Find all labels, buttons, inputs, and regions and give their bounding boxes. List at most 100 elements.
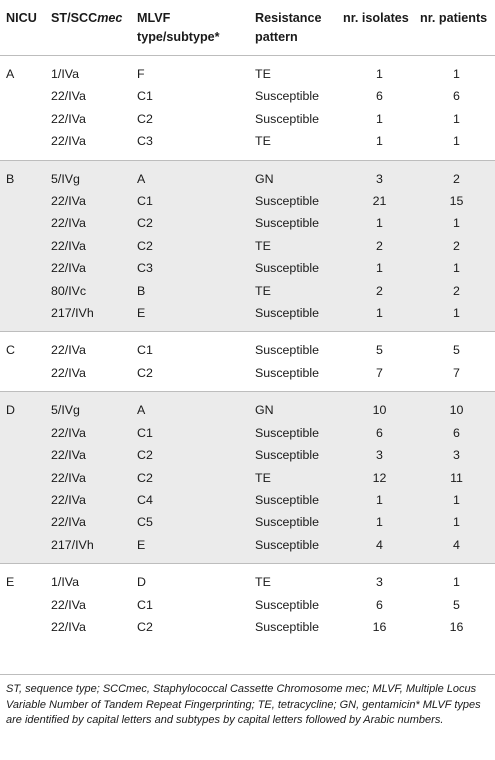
cell-resistance: Susceptible: [249, 533, 341, 564]
header-mlvf: MLVF type/subtype*: [137, 11, 220, 44]
header-st-sccmec: ST/SCCmec: [51, 11, 123, 25]
cell-st: 217/IVh: [45, 302, 131, 332]
cell-patients: 6: [418, 85, 495, 108]
table-row: 22/IVa C2 TE 12 11: [0, 466, 495, 489]
cell-nicu: [0, 302, 45, 332]
cell-st: 22/IVa: [45, 107, 131, 131]
cell-nicu: [0, 466, 45, 489]
cell-nicu: [0, 593, 45, 616]
cell-isolates: 12: [341, 466, 418, 489]
cell-nicu: C: [0, 332, 45, 362]
table-row: 22/IVa C5 Susceptible 1 1: [0, 511, 495, 534]
cell-resistance: TE: [249, 56, 341, 86]
cell-nicu: A: [0, 56, 45, 86]
table-row: 22/IVa C3 TE 1 1: [0, 130, 495, 161]
table-row: 22/IVa C2 Susceptible 7 7: [0, 361, 495, 392]
cell-patients: 1: [418, 56, 495, 86]
cell-resistance: TE: [249, 130, 341, 161]
cell-st: 217/IVh: [45, 533, 131, 564]
cell-resistance: TE: [249, 279, 341, 303]
cell-isolates: 1: [341, 511, 418, 534]
cell-mlvf: A: [131, 160, 249, 191]
cell-isolates: 1: [341, 56, 418, 86]
cell-resistance: Susceptible: [249, 302, 341, 332]
cell-nicu: [0, 511, 45, 534]
cell-patients: 6: [418, 421, 495, 445]
cell-resistance: Susceptible: [249, 615, 341, 646]
cell-st: 5/IVg: [45, 160, 131, 191]
table-row: 22/IVa C1 Susceptible 6 6: [0, 421, 495, 445]
cell-resistance: TE: [249, 466, 341, 489]
cell-nicu: [0, 361, 45, 392]
table-footnote: ST, sequence type; SCCmec, Staphylococca…: [0, 674, 495, 729]
cell-mlvf: C1: [131, 593, 249, 616]
cell-st: 80/IVc: [45, 279, 131, 303]
cell-isolates: 16: [341, 615, 418, 646]
cell-isolates: 7: [341, 361, 418, 392]
cell-st: 22/IVa: [45, 212, 131, 235]
table-body: A 1/IVa F TE 1 1 22/IVa C1 Susceptible 6 6 22/IVa C2…: [0, 55, 495, 646]
cell-isolates: 2: [341, 279, 418, 303]
cell-nicu: [0, 85, 45, 108]
cell-mlvf: C2: [131, 444, 249, 467]
cell-resistance: Susceptible: [249, 190, 341, 213]
cell-resistance: Susceptible: [249, 257, 341, 280]
cell-isolates: 3: [341, 444, 418, 467]
cell-st: 5/IVg: [45, 392, 131, 422]
cell-isolates: 3: [341, 160, 418, 191]
cell-resistance: Susceptible: [249, 488, 341, 512]
cell-nicu: [0, 234, 45, 258]
cell-patients: 4: [418, 533, 495, 564]
cell-st: 22/IVa: [45, 190, 131, 213]
cell-resistance: Susceptible: [249, 332, 341, 362]
group-separator: [0, 331, 495, 333]
table-row: 80/IVc B TE 2 2: [0, 279, 495, 303]
cell-mlvf: C2: [131, 107, 249, 131]
header-patients: nr. patients: [420, 11, 488, 25]
cell-resistance: Susceptible: [249, 85, 341, 108]
cell-st: 22/IVa: [45, 444, 131, 467]
cell-isolates: 1: [341, 130, 418, 161]
cell-patients: 11: [418, 466, 495, 489]
cell-nicu: [0, 615, 45, 646]
cell-patients: 1: [418, 511, 495, 534]
cell-resistance: TE: [249, 564, 341, 594]
cell-patients: 1: [418, 564, 495, 594]
cell-mlvf: C1: [131, 421, 249, 445]
cell-mlvf: C3: [131, 130, 249, 161]
cell-patients: 2: [418, 234, 495, 258]
table-row: 22/IVa C3 Susceptible 1 1: [0, 257, 495, 280]
cell-mlvf: C4: [131, 488, 249, 512]
cell-patients: 1: [418, 130, 495, 161]
cell-mlvf: C1: [131, 332, 249, 362]
cell-resistance: Susceptible: [249, 361, 341, 392]
cell-nicu: [0, 190, 45, 213]
cell-patients: 2: [418, 279, 495, 303]
table-row: B 5/IVg A GN 3 2: [0, 160, 495, 191]
cell-mlvf: C2: [131, 212, 249, 235]
cell-st: 22/IVa: [45, 361, 131, 392]
cell-patients: 16: [418, 615, 495, 646]
cell-st: 22/IVa: [45, 130, 131, 161]
cell-patients: 1: [418, 257, 495, 280]
header-row: NICU ST/SCCmec MLVF type/subtype* Resista…: [0, 0, 495, 56]
cell-isolates: 3: [341, 564, 418, 594]
group-separator: [0, 159, 495, 161]
results-table: NICU ST/SCCmec MLVF type/subtype* Resista…: [0, 0, 495, 646]
table-row: D 5/IVg A GN 10 10: [0, 392, 495, 422]
cell-isolates: 1: [341, 212, 418, 235]
header-isolates: nr. isolates: [343, 11, 409, 25]
table-row: 22/IVa C4 Susceptible 1 1: [0, 488, 495, 512]
table-row: E 1/IVa D TE 3 1: [0, 564, 495, 594]
cell-mlvf: C2: [131, 234, 249, 258]
cell-mlvf: C3: [131, 257, 249, 280]
cell-mlvf: D: [131, 564, 249, 594]
cell-st: 1/IVa: [45, 564, 131, 594]
cell-nicu: [0, 488, 45, 512]
cell-patients: 5: [418, 593, 495, 616]
cell-nicu: D: [0, 392, 45, 422]
cell-mlvf: F: [131, 56, 249, 86]
cell-patients: 15: [418, 190, 495, 213]
cell-patients: 1: [418, 488, 495, 512]
cell-patients: 2: [418, 160, 495, 191]
